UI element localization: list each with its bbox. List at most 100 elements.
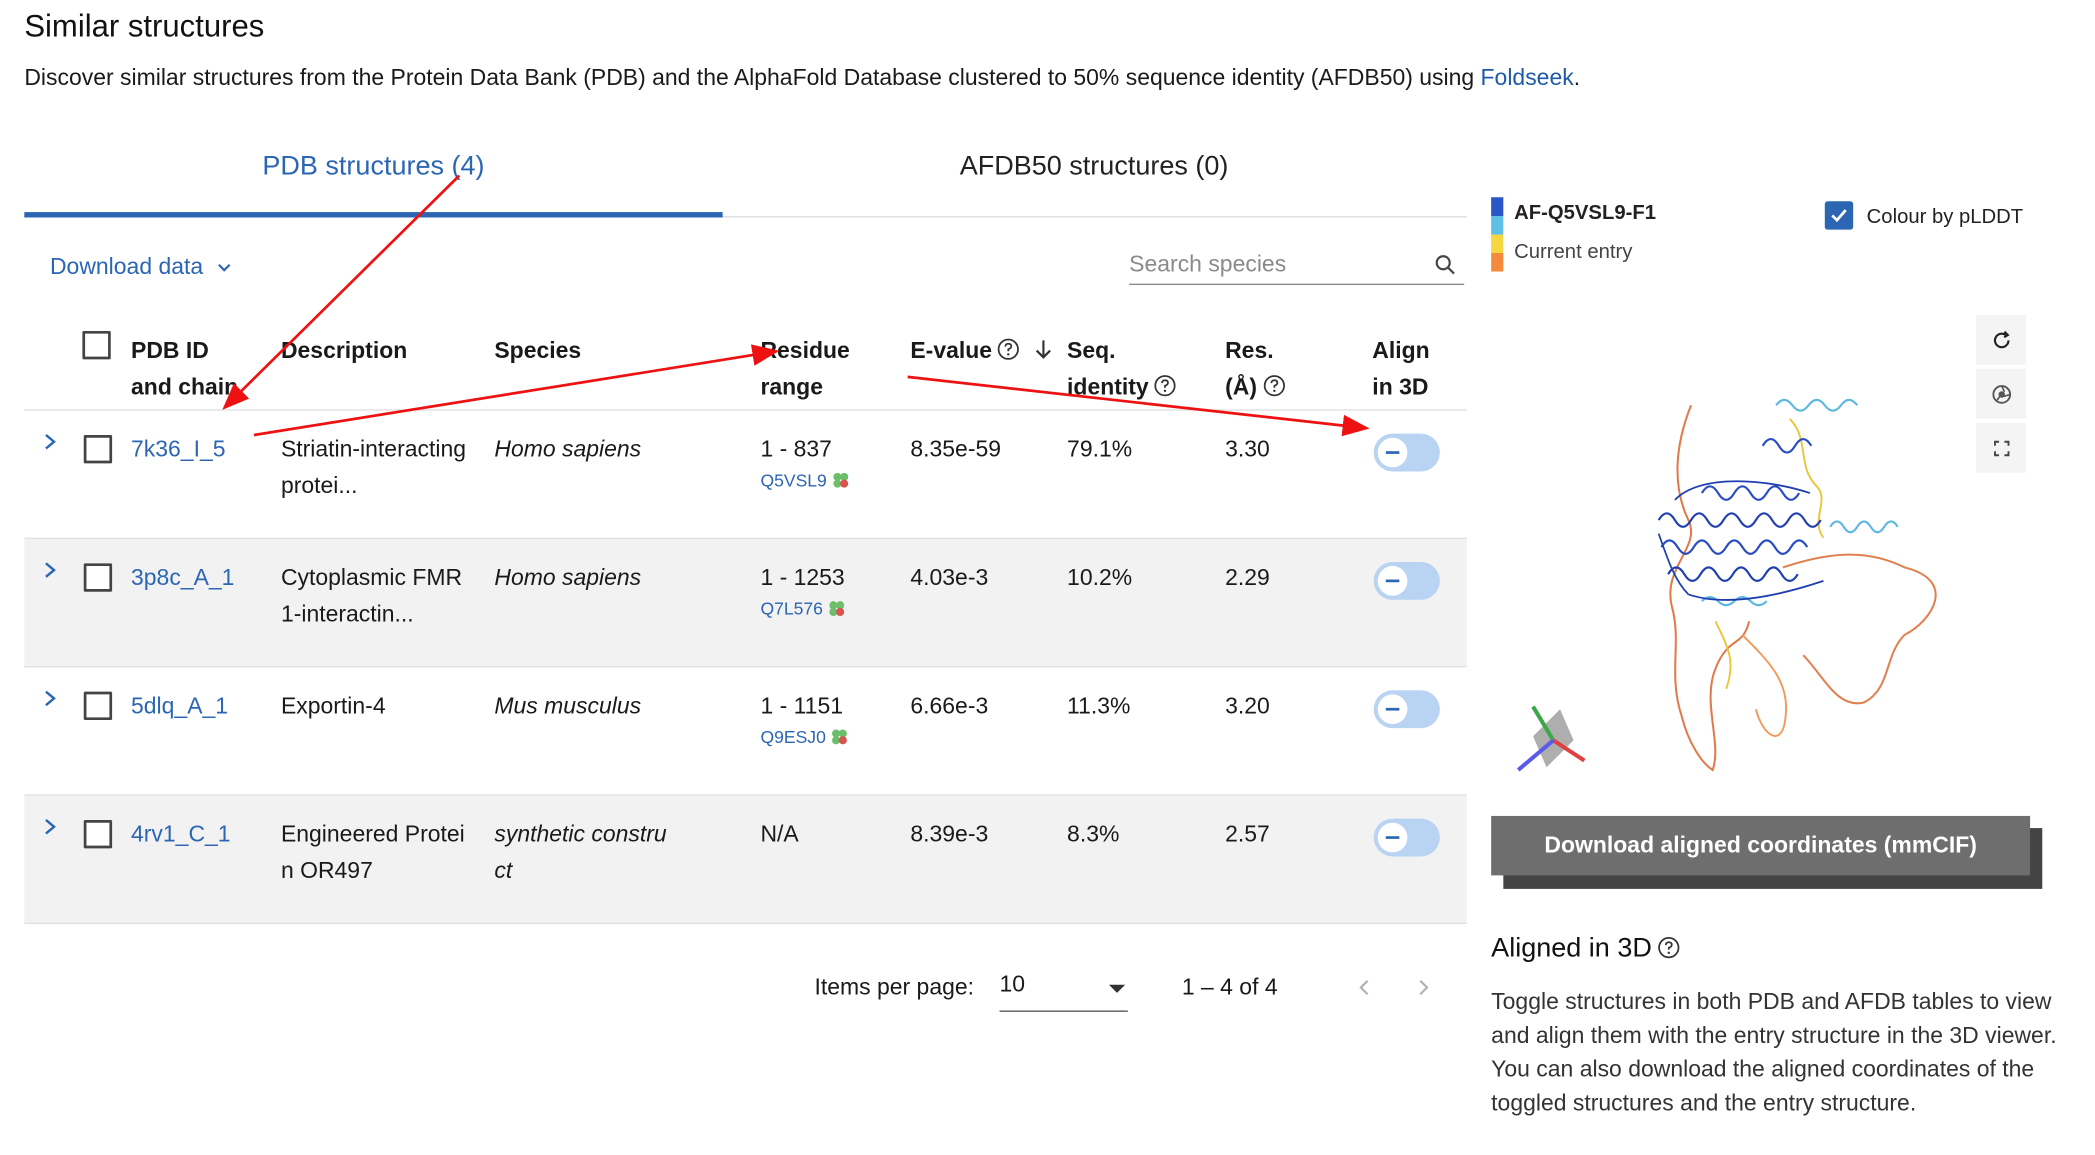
foldseek-link[interactable]: Foldseek — [1480, 64, 1574, 91]
header-pdb-id[interactable]: PDB ID and chain — [131, 337, 239, 400]
refresh-icon — [1993, 330, 2009, 348]
uniprot-link[interactable]: Q7L576 — [760, 598, 845, 619]
chevron-down-icon — [218, 264, 231, 272]
download-data-button[interactable]: Download data — [50, 254, 233, 281]
pdb-id-link[interactable]: 5dlq_A_1 — [131, 693, 229, 719]
resolution-cell: 2.57 — [1225, 821, 1270, 848]
evalue-cell: 4.03e-3 — [910, 564, 989, 591]
download-data-label: Download data — [49, 253, 204, 280]
header-species[interactable]: Species — [494, 337, 582, 364]
residue-range-cell: 1 - 837 — [760, 436, 832, 463]
table-row: 3p8c_A_1 Cytoplasmic FMR 1-interactin... … — [24, 539, 1467, 668]
residue-range-cell: 1 - 1253 — [760, 564, 845, 591]
table-row: 7k36_I_5 Striatin-interacting protei... H… — [24, 411, 1467, 540]
entry-id-label: AF-Q5VSL9-F1 — [1514, 201, 1656, 225]
header-description[interactable]: Description — [280, 337, 408, 364]
download-aligned-coordinates-button[interactable]: Download aligned coordinates (mmCIF) — [1491, 815, 2031, 876]
pdb-id-link[interactable]: 4rv1_C_1 — [131, 821, 231, 848]
structure-3d-viewer[interactable] — [1499, 365, 1972, 797]
fullscreen-button[interactable] — [1976, 422, 2027, 473]
clover-icon — [832, 729, 848, 745]
section-title: Similar structures — [24, 8, 265, 44]
aperture-icon — [1991, 384, 2011, 404]
header-resolution[interactable]: Res. (Å) — [1225, 332, 1285, 405]
chevron-right-icon[interactable] — [41, 689, 60, 708]
select-all-checkbox[interactable] — [82, 330, 111, 360]
table-row: 4rv1_C_1 Engineered Protei n OR497 synthe… — [24, 795, 1467, 925]
resolution-cell: 2.29 — [1225, 564, 1270, 591]
row-checkbox[interactable] — [83, 691, 113, 721]
sort-descending-icon[interactable] — [1032, 338, 1055, 361]
description-cell: Engineered Protei n OR497 — [280, 821, 465, 884]
help-icon[interactable] — [1657, 936, 1680, 959]
toggle-knob — [1377, 437, 1408, 468]
search-species-input[interactable] — [1129, 247, 1413, 283]
tab-divider — [24, 216, 1467, 218]
seq-identity-cell: 8.3% — [1067, 821, 1120, 848]
aligned-in-3d-title: Aligned in 3D — [1491, 933, 1680, 964]
row-checkbox[interactable] — [83, 819, 113, 849]
header-evalue[interactable]: E-value — [910, 332, 1055, 368]
toggle-knob — [1377, 822, 1408, 853]
fullscreen-icon — [1993, 440, 2009, 456]
uniprot-link[interactable]: Q5VSL9 — [760, 470, 849, 490]
row-checkbox[interactable] — [83, 434, 113, 464]
items-per-page-select[interactable]: 10 — [999, 971, 1128, 1012]
help-icon[interactable] — [997, 338, 1020, 361]
evalue-cell: 8.39e-3 — [910, 821, 989, 848]
search-species-field[interactable] — [1129, 247, 1465, 286]
clover-icon — [833, 472, 849, 488]
pagination-range: 1 – 4 of 4 — [1181, 973, 1278, 1000]
chevron-right-icon[interactable] — [41, 432, 60, 451]
checkmark-icon — [1831, 209, 1847, 223]
species-cell: synthetic constru ct — [494, 821, 667, 884]
annotation-arrow — [222, 174, 461, 410]
residue-range-cell: 1 - 1151 — [760, 693, 844, 719]
help-icon[interactable] — [1262, 374, 1285, 397]
align-3d-toggle[interactable] — [1373, 818, 1440, 857]
description-cell: Exportin-4 — [280, 693, 386, 719]
seq-identity-cell: 79.1% — [1067, 436, 1133, 463]
row-checkbox[interactable] — [83, 563, 113, 592]
evalue-cell: 8.35e-59 — [910, 436, 1002, 463]
seq-identity-cell: 11.3% — [1067, 693, 1131, 719]
pdb-id-link[interactable]: 3p8c_A_1 — [131, 564, 235, 591]
align-3d-toggle[interactable] — [1373, 433, 1440, 472]
seq-identity-cell: 10.2% — [1067, 564, 1133, 591]
clover-icon — [829, 601, 845, 617]
align-3d-toggle[interactable] — [1373, 561, 1440, 600]
reset-view-button[interactable] — [1976, 314, 2027, 365]
chevron-right-icon[interactable] — [41, 817, 60, 836]
species-cell: Mus musculus — [494, 693, 642, 719]
dropdown-caret-icon — [1108, 984, 1126, 993]
header-residue-range[interactable]: Residue range — [760, 337, 850, 400]
previous-page-icon[interactable] — [1353, 977, 1375, 999]
header-align-3d: Align in 3D — [1372, 337, 1430, 400]
uniprot-link[interactable]: Q9ESJ0 — [760, 727, 848, 747]
tab-afdb50-structures[interactable]: AFDB50 structures (0) — [959, 151, 1229, 182]
colour-by-plddt-checkbox[interactable] — [1824, 201, 1854, 230]
pdb-id-link[interactable]: 7k36_I_5 — [131, 436, 226, 463]
intro-text: Discover similar structures from the Pro… — [24, 64, 1581, 91]
colour-by-plddt-label: Colour by pLDDT — [1866, 205, 2024, 229]
species-cell: Homo sapiens — [494, 564, 642, 591]
residue-range-cell: N/A — [760, 821, 799, 848]
resolution-cell: 3.30 — [1225, 436, 1270, 463]
items-per-page-label: Items per page: — [814, 973, 975, 1000]
chevron-right-icon[interactable] — [41, 561, 60, 580]
tab-pdb-structures[interactable]: PDB structures (4) — [262, 151, 485, 182]
current-entry-label: Current entry — [1514, 240, 1633, 264]
search-icon[interactable] — [1434, 254, 1456, 276]
header-seq-identity[interactable]: Seq. identity — [1067, 332, 1177, 405]
toggle-knob — [1377, 566, 1408, 596]
align-3d-toggle[interactable] — [1373, 690, 1440, 729]
description-cell: Cytoplasmic FMR 1-interactin... — [280, 564, 463, 627]
camera-button[interactable] — [1976, 368, 2027, 419]
species-cell: Homo sapiens — [494, 436, 642, 463]
toggle-knob — [1377, 694, 1408, 725]
aligned-in-3d-description: Toggle structures in both PDB and AFDB t… — [1491, 988, 2057, 1116]
evalue-cell: 6.66e-3 — [910, 693, 989, 719]
tab-active-indicator — [24, 212, 723, 218]
next-page-icon[interactable] — [1413, 977, 1435, 999]
help-icon[interactable] — [1154, 374, 1177, 397]
